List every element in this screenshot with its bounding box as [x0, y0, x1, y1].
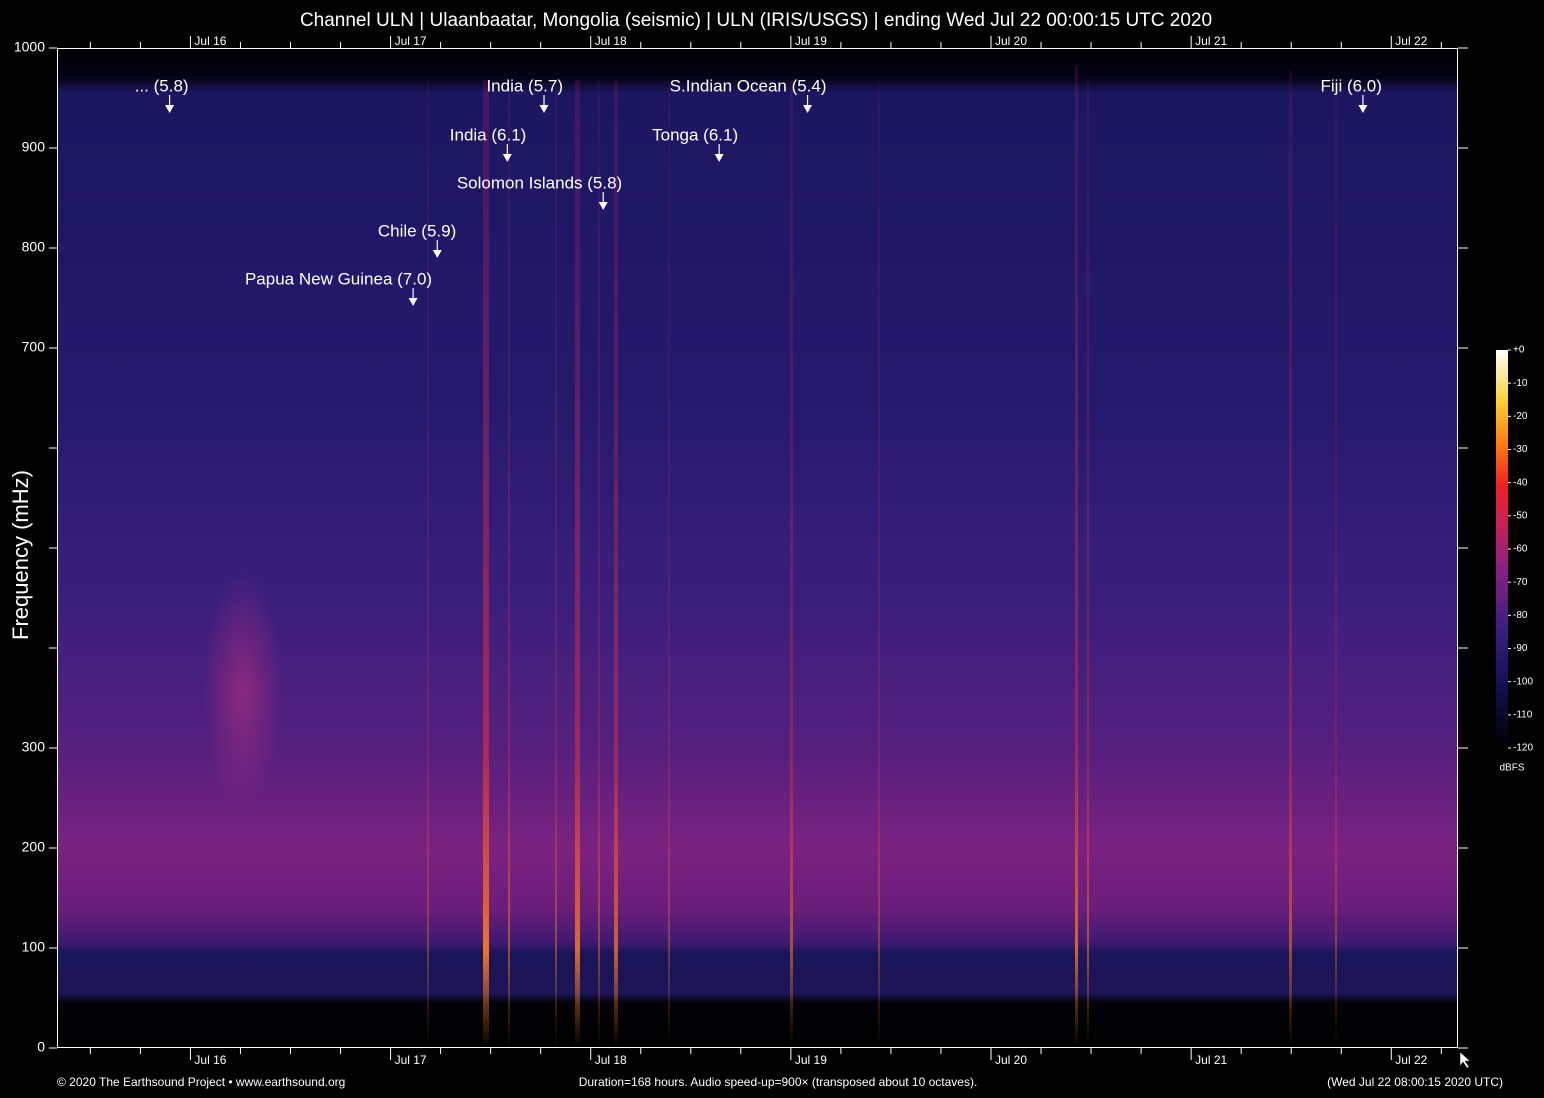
colorbar-tick-label: -110 — [1513, 709, 1533, 720]
annotation-label: Chile (5.9) — [378, 221, 456, 240]
x-tick-label-top: Jul 19 — [795, 34, 827, 48]
colorbar-tick-label: -60 — [1513, 544, 1528, 555]
x-tick-label: Jul 18 — [595, 1053, 627, 1067]
x-tick-label-top: Jul 21 — [1195, 34, 1227, 48]
annotation-label: India (6.1) — [450, 125, 527, 144]
footer-right: (Wed Jul 22 08:00:15 2020 UTC) — [1327, 1075, 1503, 1089]
annotation-arrowhead — [714, 154, 724, 162]
y-tick-label: 200 — [22, 839, 46, 855]
y-tick-label: 1000 — [14, 39, 45, 55]
x-tick-label: Jul 20 — [995, 1053, 1027, 1067]
x-tick-label-top: Jul 16 — [194, 34, 226, 48]
plot-frame — [57, 48, 1458, 1048]
x-tick-label: Jul 16 — [194, 1053, 226, 1067]
x-tick-label: Jul 22 — [1395, 1053, 1427, 1067]
colorbar-tick-label: -20 — [1513, 411, 1528, 422]
x-tick-label: Jul 19 — [795, 1053, 827, 1067]
colorbar-tick-label: -40 — [1513, 477, 1528, 488]
annotation-label: ... (5.8) — [135, 76, 189, 95]
annotation-arrowhead — [1358, 105, 1368, 113]
x-tick-label: Jul 17 — [395, 1053, 427, 1067]
y-tick-label: 800 — [22, 239, 46, 255]
y-tick-label: 100 — [22, 939, 46, 955]
annotation-arrowhead — [165, 105, 175, 113]
colorbar-tick-label: -80 — [1513, 610, 1528, 621]
x-tick-label-top: Jul 22 — [1395, 34, 1427, 48]
colorbar-tick-label: -90 — [1513, 643, 1528, 654]
y-tick-label: 300 — [22, 739, 46, 755]
annotation-arrowhead — [598, 202, 608, 210]
annotation-label: Solomon Islands (5.8) — [457, 173, 622, 192]
y-tick-label: 0 — [37, 1039, 45, 1055]
annotation-label: India (5.7) — [486, 76, 563, 95]
colorbar-tick-label: -10 — [1513, 378, 1528, 389]
annotation-label: Papua New Guinea (7.0) — [245, 269, 432, 288]
y-tick-label: 700 — [22, 339, 46, 355]
x-tick-label-top: Jul 17 — [395, 34, 427, 48]
annotation-arrowhead — [408, 298, 418, 306]
x-tick-label-top: Jul 20 — [995, 34, 1027, 48]
y-tick-label: 900 — [22, 139, 46, 155]
annotation-arrowhead — [432, 250, 442, 258]
colorbar-tick-label: -30 — [1513, 444, 1528, 455]
annotation-arrowhead — [539, 105, 549, 113]
colorbar-tick-label: +0 — [1513, 345, 1525, 356]
annotation-arrowhead — [803, 105, 813, 113]
colorbar-tick-label: -50 — [1513, 510, 1528, 521]
footer-left: © 2020 The Earthsound Project • www.eart… — [57, 1075, 345, 1089]
annotation-label: S.Indian Ocean (5.4) — [670, 76, 827, 95]
annotation-arrowhead — [502, 154, 512, 162]
spectrogram-image — [57, 48, 1458, 1048]
colorbar-label: dBFS — [1499, 763, 1524, 774]
colorbar-tick-label: -70 — [1513, 577, 1528, 588]
colorbar-tick-label: -100 — [1513, 676, 1533, 687]
x-tick-label-top: Jul 18 — [595, 34, 627, 48]
colorbar — [1496, 350, 1508, 748]
x-tick-label: Jul 21 — [1195, 1053, 1227, 1067]
annotation-label: Fiji (6.0) — [1321, 76, 1382, 95]
colorbar-tick-label: -120 — [1513, 743, 1533, 754]
y-axis-label: Frequency (mHz) — [8, 470, 33, 640]
cursor — [1459, 1051, 1471, 1069]
chart-title: Channel ULN | Ulaanbaatar, Mongolia (sei… — [300, 10, 1212, 31]
annotation-label: Tonga (6.1) — [652, 125, 738, 144]
footer-center: Duration=168 hours. Audio speed-up=900× … — [579, 1075, 978, 1089]
